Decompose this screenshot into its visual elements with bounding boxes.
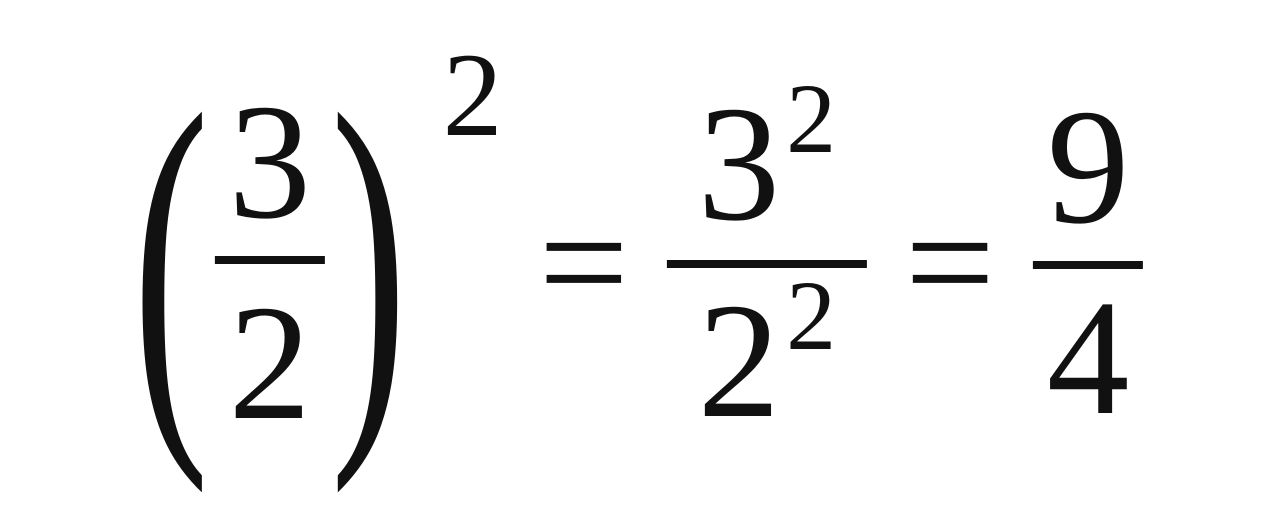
mid-numerator: 3 2: [698, 81, 837, 246]
mid-den-exponent: 2: [786, 266, 836, 366]
lhs-fraction: 3 2: [205, 79, 335, 445]
mid-denominator: 2 2: [698, 278, 837, 443]
lhs-denominator: 2: [229, 280, 312, 445]
equals-1: =: [539, 182, 629, 342]
lhs-outer-exponent: 2: [443, 35, 503, 155]
equation-row: ( 3 2 ) 2 = 3 2 2 2 =: [137, 79, 1143, 445]
mid-den-base: 2: [698, 278, 781, 443]
rhs-fraction: 9 4: [1033, 84, 1143, 440]
mid-num-exponent: 2: [786, 69, 836, 169]
lhs-paren-term: ( 3 2 ) 2: [137, 79, 403, 445]
lhs-fraction-bar: [215, 256, 325, 264]
rhs-denominator: 4: [1047, 275, 1130, 440]
lhs-numerator: 3: [229, 79, 312, 244]
mid-fraction: 3 2 2 2: [667, 81, 867, 443]
mid-num-base: 3: [698, 81, 781, 246]
open-paren: (: [132, 98, 209, 426]
equals-2: =: [905, 182, 995, 342]
rhs-numerator: 9: [1047, 84, 1130, 249]
math-equation-canvas: ( 3 2 ) 2 = 3 2 2 2 =: [0, 0, 1280, 523]
mid-fraction-bar: [667, 260, 867, 268]
close-paren: ): [330, 98, 407, 426]
